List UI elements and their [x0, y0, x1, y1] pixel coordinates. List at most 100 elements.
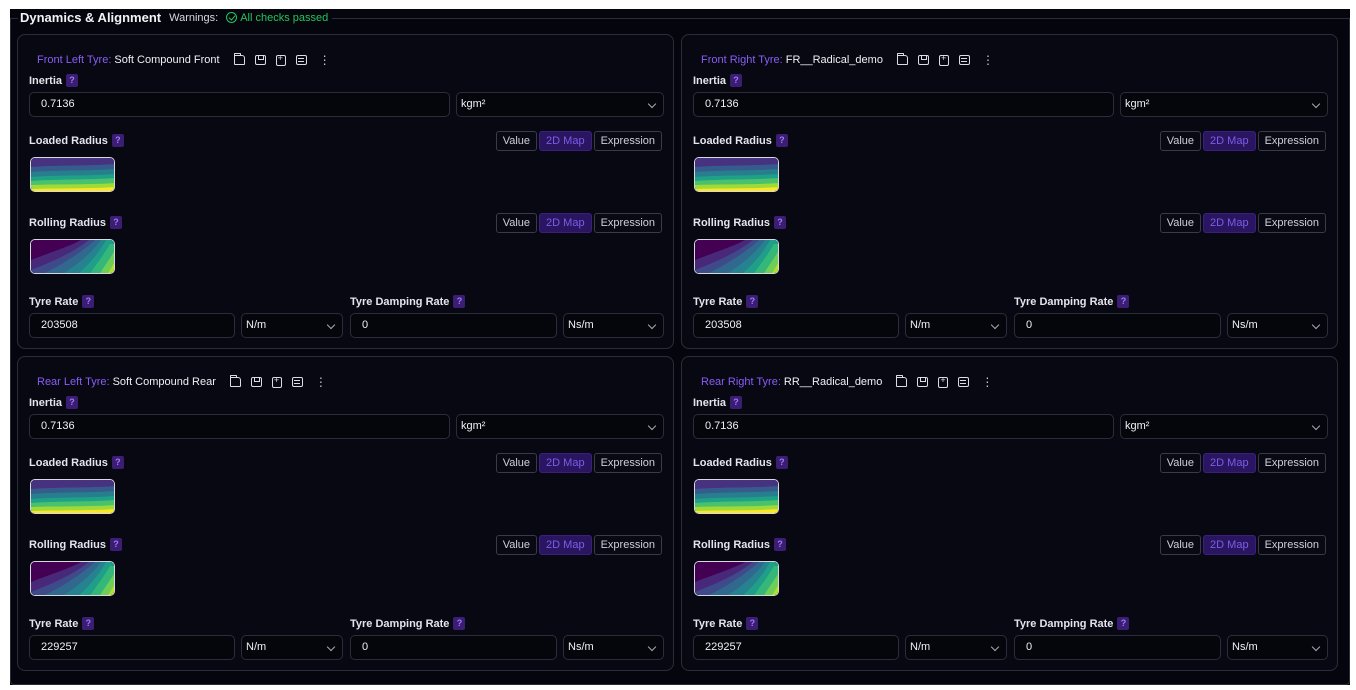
open-folder-icon[interactable] [896, 53, 908, 65]
tyre-damping-rate-input[interactable]: 0 [350, 635, 557, 660]
new-file-icon[interactable] [275, 53, 286, 66]
save-icon[interactable] [917, 377, 929, 387]
tyre-rate-unit-select[interactable]: N/m [241, 313, 343, 338]
tyre-damping-unit-select[interactable]: Ns/m [563, 313, 664, 338]
tyre-rate-input[interactable]: 229257 [29, 635, 235, 660]
mode-2d-map-button[interactable]: 2D Map [1203, 453, 1256, 473]
notes-icon[interactable] [295, 55, 307, 65]
mode-2d-map-button[interactable]: 2D Map [1203, 535, 1256, 555]
tyre-rate-unit-select[interactable]: N/m [241, 635, 343, 660]
tyre-damping-rate-label: Tyre Damping Rate ? [350, 295, 466, 308]
more-options-icon[interactable]: ⋮ [981, 375, 994, 389]
more-options-icon[interactable]: ⋮ [318, 53, 331, 67]
help-icon[interactable]: ? [66, 74, 79, 87]
mode-2d-map-button[interactable]: 2D Map [539, 213, 592, 233]
inertia-unit-select[interactable]: kgm² [456, 92, 664, 117]
tyre-rate-input[interactable]: 203508 [29, 313, 235, 338]
tyre-rate-unit-select[interactable]: N/m [905, 635, 1007, 660]
mode-value-button[interactable]: Value [1159, 131, 1202, 151]
tyre-position-label: Front Left Tyre: [37, 54, 112, 66]
tyre-damping-rate-input[interactable]: 0 [1014, 635, 1221, 660]
inertia-unit-select[interactable]: kgm² [456, 414, 664, 439]
mode-value-button[interactable]: Value [1159, 453, 1202, 473]
tyre-rate-input[interactable]: 229257 [693, 635, 899, 660]
rolling-radius-map-thumbnail[interactable] [30, 561, 115, 596]
mode-2d-map-button[interactable]: 2D Map [539, 453, 592, 473]
help-icon[interactable]: ? [453, 617, 466, 630]
more-options-icon[interactable]: ⋮ [314, 375, 327, 389]
help-icon[interactable]: ? [746, 617, 759, 630]
tyre-damping-unit-select[interactable]: Ns/m [1227, 313, 1328, 338]
inertia-input[interactable]: 0.7136 [693, 414, 1114, 439]
loaded-radius-map-thumbnail[interactable] [694, 479, 779, 514]
loaded-radius-map-thumbnail[interactable] [30, 157, 115, 192]
loaded-radius-map-thumbnail[interactable] [30, 479, 115, 514]
mode-2d-map-button[interactable]: 2D Map [1203, 131, 1256, 151]
save-icon[interactable] [250, 377, 262, 387]
mode-expression-button[interactable]: Expression [593, 131, 662, 151]
new-file-icon[interactable] [271, 375, 282, 388]
help-icon[interactable]: ? [774, 538, 786, 551]
rolling-radius-map-thumbnail[interactable] [30, 239, 115, 274]
new-file-icon[interactable] [938, 375, 949, 388]
more-options-icon[interactable]: ⋮ [981, 53, 994, 67]
mode-expression-button[interactable]: Expression [593, 535, 662, 555]
help-icon[interactable]: ? [1117, 295, 1130, 308]
mode-expression-button[interactable]: Expression [593, 213, 662, 233]
help-icon[interactable]: ? [110, 538, 122, 551]
save-icon[interactable] [917, 55, 929, 65]
new-file-icon[interactable] [938, 53, 949, 66]
mode-value-button[interactable]: Value [495, 535, 538, 555]
inertia-unit-select[interactable]: kgm² [1120, 414, 1328, 439]
open-folder-icon[interactable] [233, 53, 245, 65]
fieldset-frame [10, 18, 1350, 685]
help-icon[interactable]: ? [730, 396, 743, 409]
rolling-radius-map-thumbnail[interactable] [694, 561, 779, 596]
inertia-input[interactable]: 0.7136 [29, 414, 450, 439]
notes-icon[interactable] [958, 55, 970, 65]
inertia-input[interactable]: 0.7136 [29, 92, 450, 117]
notes-icon[interactable] [291, 377, 303, 387]
notes-icon[interactable] [958, 377, 970, 387]
mode-2d-map-button[interactable]: 2D Map [539, 131, 592, 151]
help-icon[interactable]: ? [110, 216, 122, 229]
open-folder-icon[interactable] [229, 375, 241, 387]
tyre-damping-unit-select[interactable]: Ns/m [1227, 635, 1328, 660]
help-icon[interactable]: ? [1117, 617, 1130, 630]
mode-expression-button[interactable]: Expression [1257, 535, 1326, 555]
inertia-unit-select[interactable]: kgm² [1120, 92, 1328, 117]
help-icon[interactable]: ? [775, 456, 788, 469]
tyre-rate-unit-select[interactable]: N/m [905, 313, 1007, 338]
mode-expression-button[interactable]: Expression [1257, 453, 1326, 473]
help-icon[interactable]: ? [82, 295, 95, 308]
help-icon[interactable]: ? [111, 134, 124, 147]
save-icon[interactable] [254, 55, 266, 65]
help-icon[interactable]: ? [774, 216, 786, 229]
mode-expression-button[interactable]: Expression [1257, 131, 1326, 151]
mode-value-button[interactable]: Value [495, 131, 538, 151]
mode-value-button[interactable]: Value [1159, 213, 1202, 233]
tyre-damping-unit-select[interactable]: Ns/m [563, 635, 664, 660]
mode-value-button[interactable]: Value [495, 453, 538, 473]
help-icon[interactable]: ? [746, 295, 759, 308]
help-icon[interactable]: ? [775, 134, 788, 147]
mode-value-button[interactable]: Value [1159, 535, 1202, 555]
help-icon[interactable]: ? [66, 396, 79, 409]
help-icon[interactable]: ? [730, 74, 743, 87]
inertia-unit-value: kgm² [1125, 98, 1150, 110]
open-folder-icon[interactable] [896, 375, 908, 387]
help-icon[interactable]: ? [453, 295, 466, 308]
mode-value-button[interactable]: Value [495, 213, 538, 233]
mode-expression-button[interactable]: Expression [1257, 213, 1326, 233]
mode-expression-button[interactable]: Expression [593, 453, 662, 473]
help-icon[interactable]: ? [82, 617, 95, 630]
tyre-rate-input[interactable]: 203508 [693, 313, 899, 338]
tyre-damping-rate-input[interactable]: 0 [350, 313, 557, 338]
help-icon[interactable]: ? [111, 456, 124, 469]
mode-2d-map-button[interactable]: 2D Map [1203, 213, 1256, 233]
loaded-radius-map-thumbnail[interactable] [694, 157, 779, 192]
tyre-damping-rate-input[interactable]: 0 [1014, 313, 1221, 338]
inertia-input[interactable]: 0.7136 [693, 92, 1114, 117]
rolling-radius-map-thumbnail[interactable] [694, 239, 779, 274]
mode-2d-map-button[interactable]: 2D Map [539, 535, 592, 555]
